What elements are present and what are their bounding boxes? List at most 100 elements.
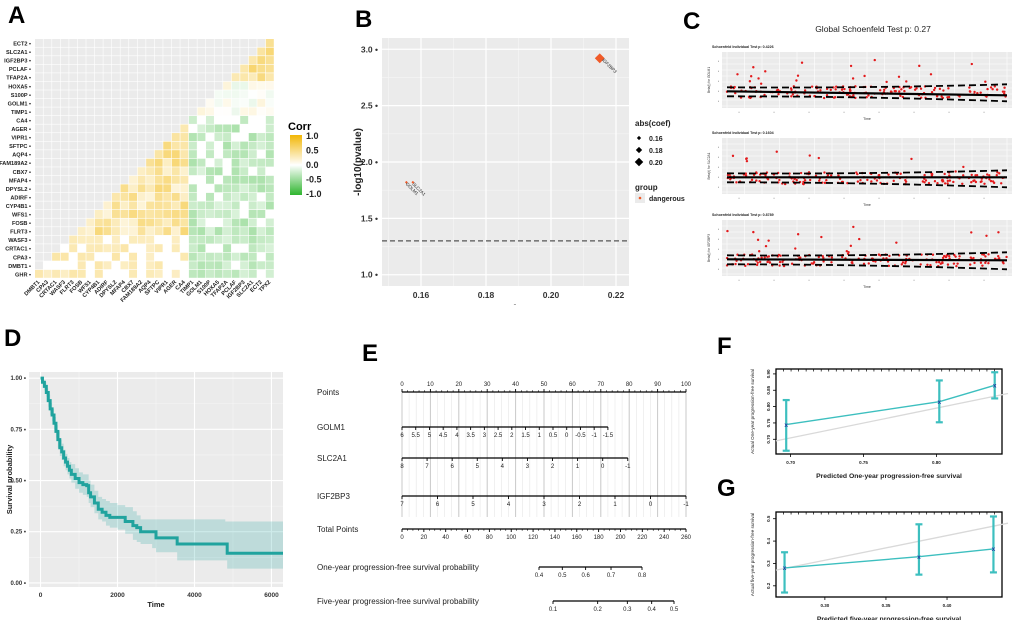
heatmap-cell <box>223 107 232 116</box>
heatmap-cell <box>206 115 214 124</box>
residual-point <box>974 174 977 177</box>
heatmap-cell <box>94 73 103 82</box>
heatmap-cell <box>111 192 120 201</box>
heatmap-cell <box>60 39 69 47</box>
heatmap-cell <box>35 98 43 107</box>
heatmap-cell <box>60 133 69 141</box>
residual-point <box>847 250 850 254</box>
heatmap-cell <box>223 218 232 227</box>
heatmap-cell <box>86 192 95 201</box>
heatmap-cell <box>257 261 266 270</box>
heatmap-cell <box>214 175 223 184</box>
residual-point <box>810 85 814 88</box>
heatmap-cell <box>86 175 95 184</box>
heatmap-cell <box>180 261 189 270</box>
heatmap-cell <box>52 167 61 176</box>
heatmap-cell <box>43 107 52 116</box>
residual-point <box>929 73 933 76</box>
heatmap-cell <box>146 269 155 278</box>
heatmap-cell <box>180 235 189 244</box>
heatmap-cell <box>111 73 120 82</box>
heatmap-cell <box>103 64 112 73</box>
heatmap-cell <box>163 90 172 99</box>
heatmap-cell <box>197 201 206 210</box>
scale-tick-label: 70 <box>597 382 604 388</box>
heatmap-cell <box>60 184 69 193</box>
scale-tick-label: 0.3 <box>623 607 632 613</box>
heatmap-cell <box>94 269 103 278</box>
heatmap-cell <box>120 150 129 159</box>
heatmap-cell <box>43 98 52 107</box>
heatmap-cell <box>231 98 240 107</box>
heatmap-cell <box>171 192 180 201</box>
residual-point <box>982 253 986 256</box>
heatmap-cell <box>43 218 52 227</box>
residual-point <box>919 87 923 90</box>
scale-tick-label: 60 <box>464 535 471 541</box>
heatmap-cell <box>137 56 146 65</box>
heatmap-cell <box>146 133 155 141</box>
y-tick-label: 0.3 <box>766 560 771 567</box>
residual-point <box>895 241 898 244</box>
scale-tick-label: 0.5 <box>558 573 567 579</box>
residual-point <box>985 234 988 238</box>
heatmap-cell <box>94 64 103 73</box>
heatmap-cell <box>223 81 232 90</box>
residual-point <box>760 256 763 259</box>
heatmap-cell <box>248 133 257 141</box>
residual-point <box>890 90 893 94</box>
y-tick-label: • <box>718 89 719 93</box>
heatmap-cell <box>171 167 180 176</box>
heatmap-cell <box>43 115 52 124</box>
heatmap-cell <box>188 39 197 47</box>
heatmap-cell <box>43 64 52 73</box>
heatmap-cell <box>43 39 52 47</box>
ci-lower-line <box>726 263 1008 271</box>
y-tick-label: 0.75 • <box>11 427 26 433</box>
heatmap-cell <box>248 150 257 159</box>
heatmap-cell <box>146 201 155 210</box>
legend-size-label: 0.16 <box>649 136 663 143</box>
heatmap-cell <box>69 235 78 244</box>
heatmap-cell <box>69 218 78 227</box>
heatmap-cell <box>146 107 155 116</box>
heatmap-cell <box>180 252 189 261</box>
heatmap-cell <box>257 133 266 141</box>
smooth-line <box>726 90 1008 97</box>
heatmap-cell <box>257 150 266 159</box>
heatmap-cell <box>43 244 52 253</box>
residual-point <box>935 95 939 98</box>
residual-point <box>937 260 941 264</box>
row-label: FLRT3 • <box>10 230 31 236</box>
row-label: DMBT1 • <box>8 264 31 270</box>
x-tick-label: 0.18 <box>478 290 495 300</box>
residual-point <box>808 154 811 157</box>
heatmap-cell <box>35 175 43 184</box>
heatmap-cell <box>154 73 163 82</box>
heatmap-cell <box>60 90 69 99</box>
heatmap-cell <box>188 175 197 184</box>
heatmap-cell <box>129 47 137 56</box>
heatmap-cell <box>69 244 78 253</box>
heatmap-cell <box>77 244 86 253</box>
residual-point <box>927 182 931 185</box>
legend-size-marker <box>635 146 643 154</box>
residual-point <box>888 254 891 258</box>
heatmap-cell <box>137 150 146 159</box>
residual-point <box>752 66 755 69</box>
heatmap-cell <box>188 107 197 116</box>
heatmap-cell <box>240 261 249 270</box>
heatmap-cell <box>146 192 155 201</box>
legend-size-marker <box>634 157 644 167</box>
survival-line <box>40 376 283 555</box>
heatmap-cell <box>206 175 214 184</box>
heatmap-cell <box>231 158 240 167</box>
heatmap-cell <box>154 218 163 227</box>
x-tick-label: • <box>843 278 844 282</box>
heatmap-cell <box>265 39 274 47</box>
residual-point <box>955 264 958 268</box>
y-tick-label: • <box>718 59 719 63</box>
heatmap-cell <box>43 210 52 218</box>
heatmap-cell <box>188 261 197 270</box>
residual-point <box>866 178 869 182</box>
